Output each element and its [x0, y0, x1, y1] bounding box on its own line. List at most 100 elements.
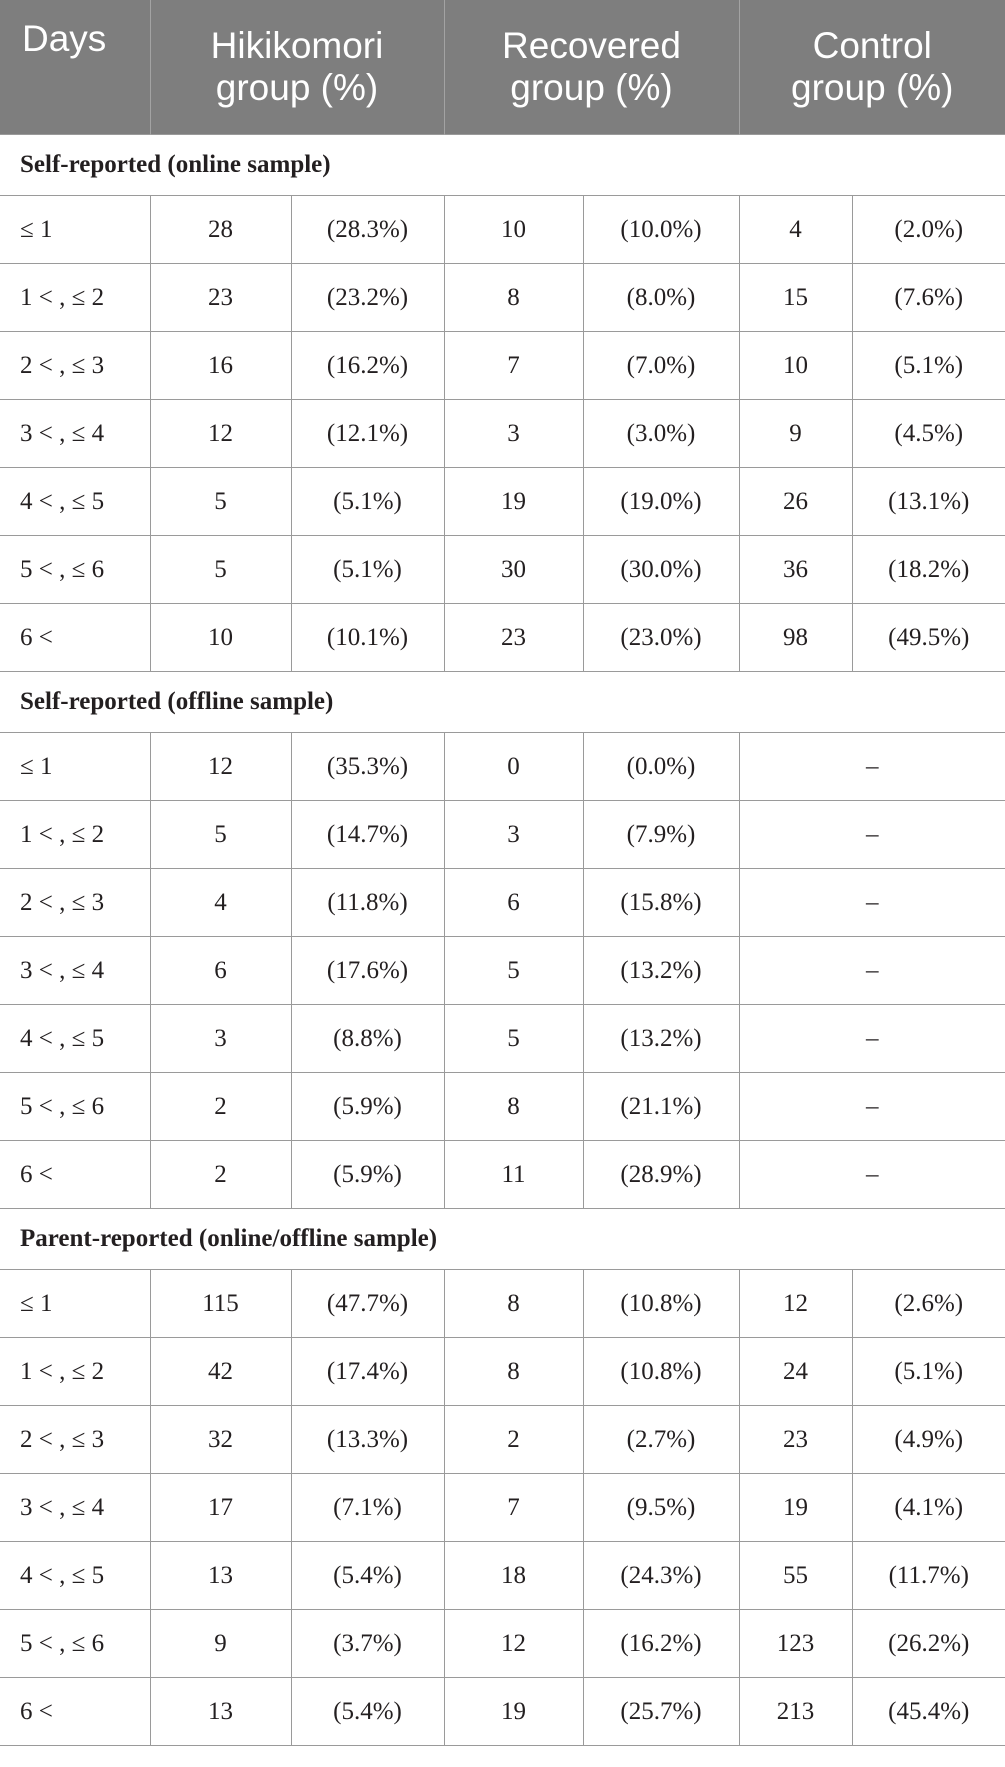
control-count-cell: 15 — [738, 263, 853, 332]
days-cell: 2 < , ≤ 3 — [0, 868, 151, 937]
control-percent-cell: (7.6%) — [851, 263, 1005, 332]
table-header: Days Hikikomori group (%) Recovered grou… — [0, 0, 1005, 135]
hikikomori-count-cell: 13 — [149, 1677, 292, 1746]
hikikomori-count-cell: 23 — [149, 263, 292, 332]
hikikomori-count-cell: 10 — [149, 603, 292, 672]
hikikomori-percent-cell: (5.9%) — [290, 1140, 445, 1209]
header-hikikomori-line2: group (%) — [215, 67, 379, 108]
hikikomori-count-cell: 6 — [149, 936, 292, 1005]
control-percent-cell: (11.7%) — [851, 1541, 1005, 1610]
days-cell: 4 < , ≤ 5 — [0, 1004, 151, 1073]
hikikomori-count-cell: 5 — [149, 467, 292, 536]
days-cell: 5 < , ≤ 6 — [0, 1072, 151, 1141]
control-percent-cell: (5.1%) — [851, 1337, 1005, 1406]
table-row: 1 < , ≤ 2 42 (17.4%) 8 (10.8%) 24 (5.1%) — [0, 1337, 1005, 1406]
hikikomori-percent-cell: (13.3%) — [290, 1405, 445, 1474]
control-count-cell: 26 — [738, 467, 853, 536]
hikikomori-percent-cell: (5.4%) — [290, 1541, 445, 1610]
hikikomori-percent-cell: (7.1%) — [290, 1473, 445, 1542]
recovered-count-cell: 7 — [443, 1473, 584, 1542]
control-count-cell: 10 — [738, 331, 853, 400]
days-cell: 4 < , ≤ 5 — [0, 467, 151, 536]
control-count-cell: 19 — [738, 1473, 853, 1542]
control-percent-cell: (13.1%) — [851, 467, 1005, 536]
control-percent-cell: (2.0%) — [851, 195, 1005, 264]
hikikomori-percent-cell: (11.8%) — [290, 868, 445, 937]
header-control-line1: Control — [812, 25, 932, 66]
control-percent-cell: (4.5%) — [851, 399, 1005, 468]
section-header-row: Self-reported (offline sample) — [0, 671, 1005, 733]
control-count-cell: 213 — [738, 1677, 853, 1746]
control-count-cell: 4 — [738, 195, 853, 264]
table-row: ≤ 1 28 (28.3%) 10 (10.0%) 4 (2.0%) — [0, 195, 1005, 264]
header-row: Days Hikikomori group (%) Recovered grou… — [0, 0, 1005, 135]
control-percent-cell: (49.5%) — [851, 603, 1005, 672]
hikikomori-percent-cell: (14.7%) — [290, 800, 445, 869]
days-cell: ≤ 1 — [0, 1269, 151, 1338]
hikikomori-percent-cell: (3.7%) — [290, 1609, 445, 1678]
recovered-percent-cell: (25.7%) — [582, 1677, 740, 1746]
hikikomori-count-cell: 28 — [149, 195, 292, 264]
recovered-count-cell: 19 — [443, 1677, 584, 1746]
recovered-percent-cell: (7.0%) — [582, 331, 740, 400]
control-count-cell: 123 — [738, 1609, 853, 1678]
recovered-percent-cell: (23.0%) — [582, 603, 740, 672]
hikikomori-percent-cell: (16.2%) — [290, 331, 445, 400]
recovered-percent-cell: (10.0%) — [582, 195, 740, 264]
recovered-percent-cell: (2.7%) — [582, 1405, 740, 1474]
control-empty-cell: – — [738, 1140, 1005, 1209]
hikikomori-count-cell: 3 — [149, 1004, 292, 1073]
recovered-count-cell: 23 — [443, 603, 584, 672]
recovered-count-cell: 10 — [443, 195, 584, 264]
days-cell: 5 < , ≤ 6 — [0, 535, 151, 604]
recovered-count-cell: 8 — [443, 1269, 584, 1338]
table-row: ≤ 1 12 (35.3%) 0 (0.0%) – — [0, 732, 1005, 801]
recovered-percent-cell: (19.0%) — [582, 467, 740, 536]
table-body: Self-reported (online sample) ≤ 1 28 (28.3%… — [0, 134, 1005, 1746]
header-hikikomori-line1: Hikikomori — [210, 25, 384, 66]
hikikomori-percent-cell: (17.6%) — [290, 936, 445, 1005]
hikikomori-count-cell: 4 — [149, 868, 292, 937]
control-empty-cell: – — [738, 1004, 1005, 1073]
recovered-count-cell: 12 — [443, 1609, 584, 1678]
table-row: 3 < , ≤ 4 17 (7.1%) 7 (9.5%) 19 (4.1%) — [0, 1473, 1005, 1542]
hikikomori-percent-cell: (12.1%) — [290, 399, 445, 468]
days-cell: 1 < , ≤ 2 — [0, 1337, 151, 1406]
header-days: Days — [0, 0, 150, 135]
days-cell: 2 < , ≤ 3 — [0, 331, 151, 400]
header-recovered: Recovered group (%) — [443, 0, 739, 135]
recovered-percent-cell: (8.0%) — [582, 263, 740, 332]
recovered-count-cell: 3 — [443, 399, 584, 468]
recovered-percent-cell: (28.9%) — [582, 1140, 740, 1209]
table-row: 5 < , ≤ 6 9 (3.7%) 12 (16.2%) 123 (26.2%) — [0, 1609, 1005, 1678]
control-percent-cell: (26.2%) — [851, 1609, 1005, 1678]
recovered-count-cell: 18 — [443, 1541, 584, 1610]
table-row: 2 < , ≤ 3 32 (13.3%) 2 (2.7%) 23 (4.9%) — [0, 1405, 1005, 1474]
recovered-percent-cell: (10.8%) — [582, 1269, 740, 1338]
control-count-cell: 12 — [738, 1269, 853, 1338]
table-row: 4 < , ≤ 5 5 (5.1%) 19 (19.0%) 26 (13.1%) — [0, 467, 1005, 536]
recovered-percent-cell: (13.2%) — [582, 1004, 740, 1073]
recovered-count-cell: 0 — [443, 732, 584, 801]
recovered-percent-cell: (13.2%) — [582, 936, 740, 1005]
recovered-percent-cell: (16.2%) — [582, 1609, 740, 1678]
control-percent-cell: (18.2%) — [851, 535, 1005, 604]
hikikomori-count-cell: 42 — [149, 1337, 292, 1406]
table-row: 6 <10 (10.1%) 23 (23.0%) 98 (49.5%) — [0, 603, 1005, 672]
table-row: 1 < , ≤ 2 5 (14.7%) 3 (7.9%) – — [0, 800, 1005, 869]
hikikomori-count-cell: 16 — [149, 331, 292, 400]
recovered-count-cell: 19 — [443, 467, 584, 536]
hikikomori-percent-cell: (5.9%) — [290, 1072, 445, 1141]
header-control: Control group (%) — [738, 0, 1005, 135]
control-count-cell: 23 — [738, 1405, 853, 1474]
recovered-percent-cell: (30.0%) — [582, 535, 740, 604]
header-recovered-line2: group (%) — [510, 67, 673, 108]
recovered-percent-cell: (0.0%) — [582, 732, 740, 801]
hikikomori-percent-cell: (5.1%) — [290, 467, 445, 536]
hikikomori-count-cell: 17 — [149, 1473, 292, 1542]
table-row: 6 <13 (5.4%) 19 (25.7%) 213 (45.4%) — [0, 1677, 1005, 1746]
hikikomori-count-cell: 9 — [149, 1609, 292, 1678]
days-cell: 6 < — [0, 1677, 151, 1746]
control-empty-cell: – — [738, 936, 1005, 1005]
